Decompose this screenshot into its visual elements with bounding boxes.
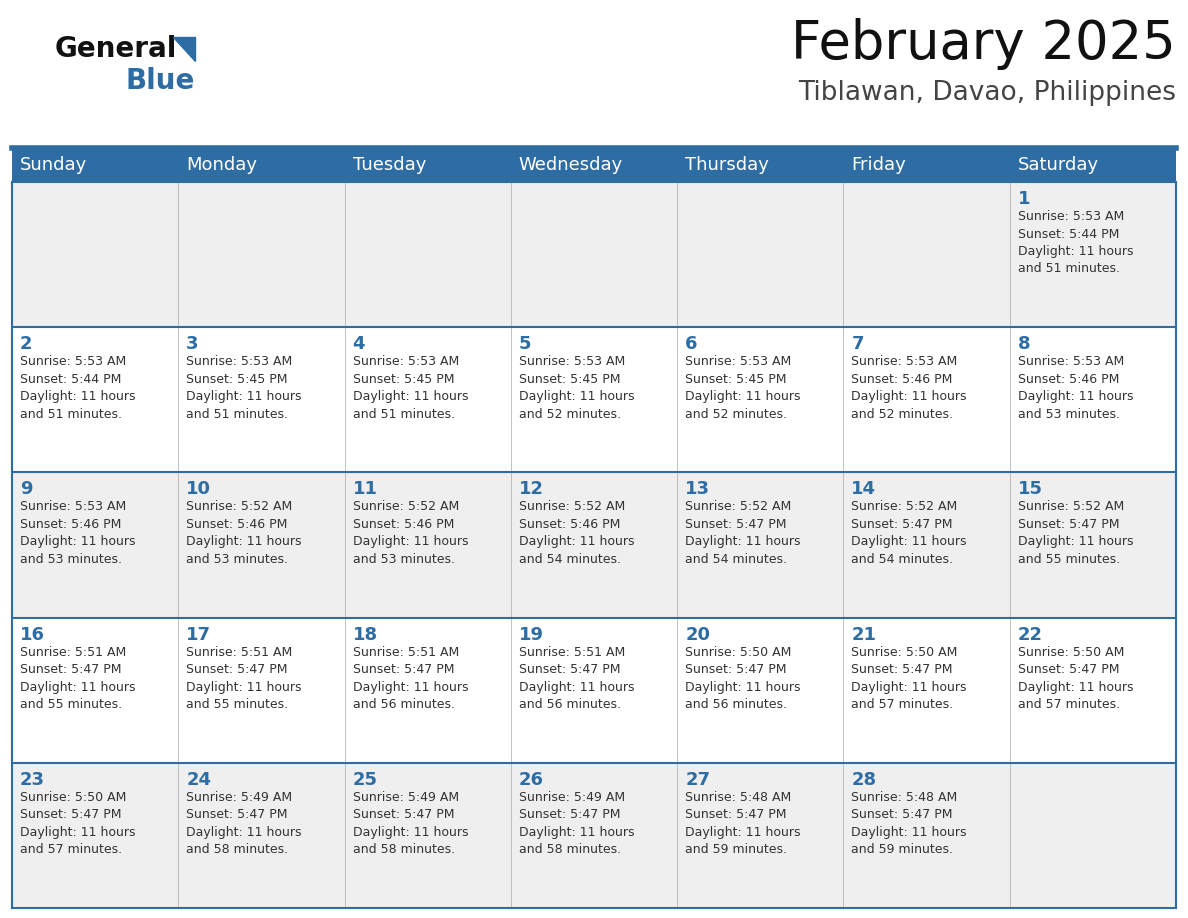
Text: Monday: Monday: [187, 156, 258, 174]
Text: General: General: [55, 35, 177, 63]
Text: 11: 11: [353, 480, 378, 498]
Text: Tuesday: Tuesday: [353, 156, 426, 174]
Text: 21: 21: [852, 625, 877, 644]
Text: 20: 20: [685, 625, 710, 644]
Text: 18: 18: [353, 625, 378, 644]
Text: Sunrise: 5:52 AM
Sunset: 5:46 PM
Daylight: 11 hours
and 54 minutes.: Sunrise: 5:52 AM Sunset: 5:46 PM Dayligh…: [519, 500, 634, 565]
Text: Tiblawan, Davao, Philippines: Tiblawan, Davao, Philippines: [798, 80, 1176, 106]
Text: 16: 16: [20, 625, 45, 644]
Bar: [12, 327, 1176, 473]
Text: Sunrise: 5:53 AM
Sunset: 5:44 PM
Daylight: 11 hours
and 51 minutes.: Sunrise: 5:53 AM Sunset: 5:44 PM Dayligh…: [20, 355, 135, 420]
Text: Wednesday: Wednesday: [519, 156, 624, 174]
Text: Sunrise: 5:50 AM
Sunset: 5:47 PM
Daylight: 11 hours
and 56 minutes.: Sunrise: 5:50 AM Sunset: 5:47 PM Dayligh…: [685, 645, 801, 711]
Bar: [12, 148, 1176, 182]
Text: Sunrise: 5:53 AM
Sunset: 5:44 PM
Daylight: 11 hours
and 51 minutes.: Sunrise: 5:53 AM Sunset: 5:44 PM Dayligh…: [1018, 210, 1133, 275]
Text: Sunrise: 5:48 AM
Sunset: 5:47 PM
Daylight: 11 hours
and 59 minutes.: Sunrise: 5:48 AM Sunset: 5:47 PM Dayligh…: [852, 790, 967, 856]
Text: 26: 26: [519, 771, 544, 789]
Polygon shape: [173, 37, 195, 61]
Text: Friday: Friday: [852, 156, 906, 174]
Text: Sunrise: 5:53 AM
Sunset: 5:46 PM
Daylight: 11 hours
and 53 minutes.: Sunrise: 5:53 AM Sunset: 5:46 PM Dayligh…: [1018, 355, 1133, 420]
Text: Sunrise: 5:50 AM
Sunset: 5:47 PM
Daylight: 11 hours
and 57 minutes.: Sunrise: 5:50 AM Sunset: 5:47 PM Dayligh…: [852, 645, 967, 711]
Text: 12: 12: [519, 480, 544, 498]
Text: Blue: Blue: [125, 67, 195, 95]
Text: 27: 27: [685, 771, 710, 789]
Text: Sunrise: 5:52 AM
Sunset: 5:46 PM
Daylight: 11 hours
and 53 minutes.: Sunrise: 5:52 AM Sunset: 5:46 PM Dayligh…: [353, 500, 468, 565]
Text: Sunrise: 5:53 AM
Sunset: 5:45 PM
Daylight: 11 hours
and 52 minutes.: Sunrise: 5:53 AM Sunset: 5:45 PM Dayligh…: [685, 355, 801, 420]
Text: Sunrise: 5:53 AM
Sunset: 5:45 PM
Daylight: 11 hours
and 51 minutes.: Sunrise: 5:53 AM Sunset: 5:45 PM Dayligh…: [353, 355, 468, 420]
Text: Sunrise: 5:51 AM
Sunset: 5:47 PM
Daylight: 11 hours
and 55 minutes.: Sunrise: 5:51 AM Sunset: 5:47 PM Dayligh…: [20, 645, 135, 711]
Text: 15: 15: [1018, 480, 1043, 498]
Bar: [12, 182, 1176, 327]
Text: Sunrise: 5:51 AM
Sunset: 5:47 PM
Daylight: 11 hours
and 55 minutes.: Sunrise: 5:51 AM Sunset: 5:47 PM Dayligh…: [187, 645, 302, 711]
Text: 3: 3: [187, 335, 198, 353]
Text: 23: 23: [20, 771, 45, 789]
Text: Sunrise: 5:48 AM
Sunset: 5:47 PM
Daylight: 11 hours
and 59 minutes.: Sunrise: 5:48 AM Sunset: 5:47 PM Dayligh…: [685, 790, 801, 856]
Text: 8: 8: [1018, 335, 1030, 353]
Text: 17: 17: [187, 625, 211, 644]
Text: 24: 24: [187, 771, 211, 789]
Text: 28: 28: [852, 771, 877, 789]
Text: February 2025: February 2025: [791, 18, 1176, 70]
Text: Sunrise: 5:50 AM
Sunset: 5:47 PM
Daylight: 11 hours
and 57 minutes.: Sunrise: 5:50 AM Sunset: 5:47 PM Dayligh…: [20, 790, 135, 856]
Text: Sunrise: 5:50 AM
Sunset: 5:47 PM
Daylight: 11 hours
and 57 minutes.: Sunrise: 5:50 AM Sunset: 5:47 PM Dayligh…: [1018, 645, 1133, 711]
Text: Sunrise: 5:52 AM
Sunset: 5:47 PM
Daylight: 11 hours
and 54 minutes.: Sunrise: 5:52 AM Sunset: 5:47 PM Dayligh…: [852, 500, 967, 565]
Text: Sunday: Sunday: [20, 156, 87, 174]
Text: 9: 9: [20, 480, 32, 498]
Bar: [12, 763, 1176, 908]
Text: 19: 19: [519, 625, 544, 644]
Text: 22: 22: [1018, 625, 1043, 644]
Text: Sunrise: 5:53 AM
Sunset: 5:45 PM
Daylight: 11 hours
and 52 minutes.: Sunrise: 5:53 AM Sunset: 5:45 PM Dayligh…: [519, 355, 634, 420]
Text: Sunrise: 5:52 AM
Sunset: 5:47 PM
Daylight: 11 hours
and 54 minutes.: Sunrise: 5:52 AM Sunset: 5:47 PM Dayligh…: [685, 500, 801, 565]
Text: Sunrise: 5:52 AM
Sunset: 5:46 PM
Daylight: 11 hours
and 53 minutes.: Sunrise: 5:52 AM Sunset: 5:46 PM Dayligh…: [187, 500, 302, 565]
Text: Sunrise: 5:49 AM
Sunset: 5:47 PM
Daylight: 11 hours
and 58 minutes.: Sunrise: 5:49 AM Sunset: 5:47 PM Dayligh…: [353, 790, 468, 856]
Text: 25: 25: [353, 771, 378, 789]
Text: 10: 10: [187, 480, 211, 498]
Bar: [12, 618, 1176, 763]
Text: 14: 14: [852, 480, 877, 498]
Text: 1: 1: [1018, 190, 1030, 208]
Text: Sunrise: 5:53 AM
Sunset: 5:46 PM
Daylight: 11 hours
and 53 minutes.: Sunrise: 5:53 AM Sunset: 5:46 PM Dayligh…: [20, 500, 135, 565]
Text: 5: 5: [519, 335, 531, 353]
Text: Sunrise: 5:49 AM
Sunset: 5:47 PM
Daylight: 11 hours
and 58 minutes.: Sunrise: 5:49 AM Sunset: 5:47 PM Dayligh…: [187, 790, 302, 856]
Text: 2: 2: [20, 335, 32, 353]
Text: 7: 7: [852, 335, 864, 353]
Text: Sunrise: 5:49 AM
Sunset: 5:47 PM
Daylight: 11 hours
and 58 minutes.: Sunrise: 5:49 AM Sunset: 5:47 PM Dayligh…: [519, 790, 634, 856]
Text: Thursday: Thursday: [685, 156, 769, 174]
Text: Sunrise: 5:51 AM
Sunset: 5:47 PM
Daylight: 11 hours
and 56 minutes.: Sunrise: 5:51 AM Sunset: 5:47 PM Dayligh…: [519, 645, 634, 711]
Text: Sunrise: 5:51 AM
Sunset: 5:47 PM
Daylight: 11 hours
and 56 minutes.: Sunrise: 5:51 AM Sunset: 5:47 PM Dayligh…: [353, 645, 468, 711]
Text: 13: 13: [685, 480, 710, 498]
Text: Sunrise: 5:53 AM
Sunset: 5:45 PM
Daylight: 11 hours
and 51 minutes.: Sunrise: 5:53 AM Sunset: 5:45 PM Dayligh…: [187, 355, 302, 420]
Bar: [12, 473, 1176, 618]
Text: 6: 6: [685, 335, 697, 353]
Text: Sunrise: 5:52 AM
Sunset: 5:47 PM
Daylight: 11 hours
and 55 minutes.: Sunrise: 5:52 AM Sunset: 5:47 PM Dayligh…: [1018, 500, 1133, 565]
Text: 4: 4: [353, 335, 365, 353]
Text: Sunrise: 5:53 AM
Sunset: 5:46 PM
Daylight: 11 hours
and 52 minutes.: Sunrise: 5:53 AM Sunset: 5:46 PM Dayligh…: [852, 355, 967, 420]
Text: Saturday: Saturday: [1018, 156, 1099, 174]
